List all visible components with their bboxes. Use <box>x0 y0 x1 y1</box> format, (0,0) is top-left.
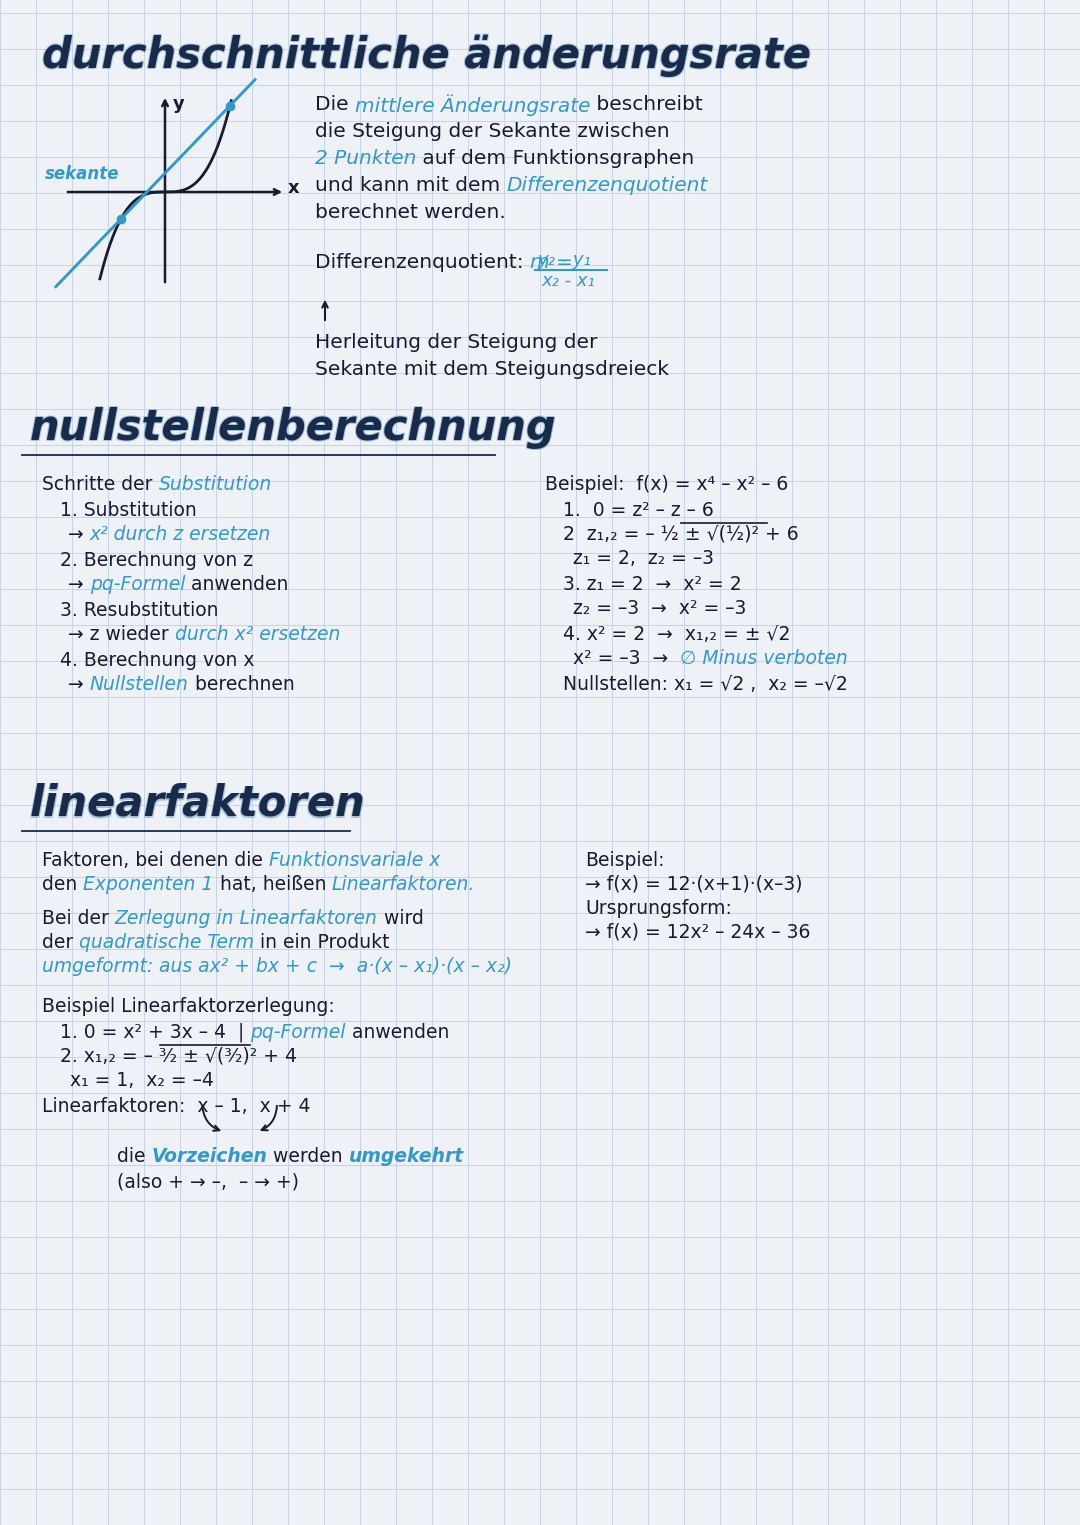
Text: →: → <box>68 575 90 595</box>
Text: Differenzenquotient: Differenzenquotient <box>507 175 707 195</box>
Text: Herleitung der Steigung der: Herleitung der Steigung der <box>315 332 597 352</box>
Text: m =: m = <box>530 253 579 271</box>
Text: x: x <box>288 178 299 197</box>
Text: Vorzeichen: Vorzeichen <box>151 1147 268 1167</box>
Text: Substitution: Substitution <box>159 474 272 494</box>
Text: linearfaktoren: linearfaktoren <box>29 784 365 827</box>
Text: → f(x) = 12·(x+1)·(x–3): → f(x) = 12·(x+1)·(x–3) <box>585 875 802 894</box>
Text: → f(x) = 12x² – 24x – 36: → f(x) = 12x² – 24x – 36 <box>585 923 810 942</box>
Text: Zerlegung in Linearfaktoren: Zerlegung in Linearfaktoren <box>114 909 378 929</box>
Text: sekante: sekante <box>45 165 120 183</box>
Text: Nullstellen: Nullstellen <box>90 676 189 694</box>
Text: Beispiel:  f(x) = x⁴ – x² – 6: Beispiel: f(x) = x⁴ – x² – 6 <box>545 474 788 494</box>
Text: werden: werden <box>268 1147 349 1167</box>
Text: 2. x₁,₂ = – ³⁄₂ ± √(³⁄₂)² + 4: 2. x₁,₂ = – ³⁄₂ ± √(³⁄₂)² + 4 <box>60 1048 297 1066</box>
Text: durchschnittliche änderungsrate: durchschnittliche änderungsrate <box>43 34 812 76</box>
Text: Beispiel Linearfaktorzerlegung:: Beispiel Linearfaktorzerlegung: <box>42 997 335 1016</box>
Text: 3. z₁ = 2  →  x² = 2: 3. z₁ = 2 → x² = 2 <box>563 575 742 595</box>
Text: linearfaktoren: linearfaktoren <box>29 782 365 824</box>
Text: y₂ - y₁: y₂ - y₁ <box>537 252 591 268</box>
Text: x₁ = 1,  x₂ = –4: x₁ = 1, x₂ = –4 <box>70 1071 214 1090</box>
Text: nullstellenberechnung: nullstellenberechnung <box>29 406 555 448</box>
Text: 3. Resubstitution: 3. Resubstitution <box>60 601 218 621</box>
Text: x₂ - x₁: x₂ - x₁ <box>541 271 595 290</box>
Text: Funktionsvariale x: Funktionsvariale x <box>269 851 441 869</box>
Text: der: der <box>42 933 79 952</box>
Text: auf dem Funktionsgraphen: auf dem Funktionsgraphen <box>417 149 694 168</box>
Text: 1.  0 = z² – z – 6: 1. 0 = z² – z – 6 <box>563 502 714 520</box>
Text: wird: wird <box>378 909 423 929</box>
Text: nullstellenberechnung: nullstellenberechnung <box>31 409 557 450</box>
Text: anwenden: anwenden <box>346 1023 449 1042</box>
Text: Linearfaktoren:  x – 1,  x + 4: Linearfaktoren: x – 1, x + 4 <box>42 1096 311 1116</box>
Text: →: → <box>68 525 90 544</box>
Text: Ursprungsform:: Ursprungsform: <box>585 900 732 918</box>
Text: berechnen: berechnen <box>189 676 295 694</box>
Text: Linearfaktoren.: Linearfaktoren. <box>332 875 475 894</box>
Text: umgeformt:: umgeformt: <box>42 958 160 976</box>
Text: beschreibt: beschreibt <box>591 95 703 114</box>
Text: 4. x² = 2  →  x₁,₂ = ± √2: 4. x² = 2 → x₁,₂ = ± √2 <box>563 625 791 644</box>
Text: Nullstellen: x₁ = √2 ,  x₂ = –√2: Nullstellen: x₁ = √2 , x₂ = –√2 <box>563 676 848 694</box>
Text: 4. Berechnung von x: 4. Berechnung von x <box>60 651 255 669</box>
Text: durchschnittliche änderungsrate: durchschnittliche änderungsrate <box>42 35 811 78</box>
Text: pq-Formel: pq-Formel <box>251 1023 346 1042</box>
Text: nullstellenberechnung: nullstellenberechnung <box>31 406 557 448</box>
Text: nullstellenberechnung: nullstellenberechnung <box>29 409 555 450</box>
Text: pq-Formel: pq-Formel <box>90 575 186 595</box>
Text: 1. 0 = x² + 3x – 4  |: 1. 0 = x² + 3x – 4 | <box>60 1023 251 1043</box>
Text: nullstellenberechnung: nullstellenberechnung <box>30 407 556 448</box>
Text: die Steigung der Sekante zwischen: die Steigung der Sekante zwischen <box>315 122 670 140</box>
Text: 2 Punkten: 2 Punkten <box>315 149 417 168</box>
Text: 1. Substitution: 1. Substitution <box>60 502 197 520</box>
Text: in ein Produkt: in ein Produkt <box>254 933 390 952</box>
Text: x² = –3  →: x² = –3 → <box>573 650 680 668</box>
Text: die: die <box>117 1147 151 1167</box>
Text: durchschnittliche änderungsrate: durchschnittliche änderungsrate <box>41 34 810 76</box>
Text: Exponenten 1: Exponenten 1 <box>83 875 214 894</box>
Text: quadratische Term: quadratische Term <box>79 933 254 952</box>
Text: Sekante mit dem Steigungsdreieck: Sekante mit dem Steigungsdreieck <box>315 360 669 380</box>
Text: ∅ Minus verboten: ∅ Minus verboten <box>680 650 848 668</box>
Text: linearfaktoren: linearfaktoren <box>31 784 367 827</box>
Text: den: den <box>42 875 83 894</box>
Text: (also + → –,  – → +): (also + → –, – → +) <box>117 1173 299 1193</box>
Text: Faktoren, bei denen die: Faktoren, bei denen die <box>42 851 269 869</box>
Text: x² durch z ersetzen: x² durch z ersetzen <box>90 525 271 544</box>
Text: umgekehrt: umgekehrt <box>349 1147 464 1167</box>
Text: Differenzenquotient:: Differenzenquotient: <box>315 253 530 271</box>
Text: berechnet werden.: berechnet werden. <box>315 203 505 223</box>
Text: →: → <box>68 676 90 694</box>
Text: 2  z₁,₂ = – ½ ± √(½)² + 6: 2 z₁,₂ = – ½ ± √(½)² + 6 <box>563 525 798 544</box>
Text: hat, heißen: hat, heißen <box>214 875 332 894</box>
Text: durch x² ersetzen: durch x² ersetzen <box>175 625 340 644</box>
Text: z₁ = 2,  z₂ = –3: z₁ = 2, z₂ = –3 <box>573 549 714 567</box>
Text: mittlere Änderungsrate: mittlere Änderungsrate <box>355 95 591 116</box>
Text: Beispiel:: Beispiel: <box>585 851 664 869</box>
Text: anwenden: anwenden <box>186 575 288 595</box>
Text: Schritte der: Schritte der <box>42 474 159 494</box>
Text: 2. Berechnung von z: 2. Berechnung von z <box>60 551 253 570</box>
Text: linearfaktoren: linearfaktoren <box>30 782 366 825</box>
Text: → z wieder: → z wieder <box>68 625 175 644</box>
Text: y: y <box>173 95 185 113</box>
Text: durchschnittliche änderungsrate: durchschnittliche änderungsrate <box>43 37 812 78</box>
Text: aus ax² + bx + c  →  a·(x – x₁)·(x – x₂): aus ax² + bx + c → a·(x – x₁)·(x – x₂) <box>160 958 512 976</box>
Text: durchschnittliche änderungsrate: durchschnittliche änderungsrate <box>41 37 810 78</box>
Text: z₂ = –3  →  x² = –3: z₂ = –3 → x² = –3 <box>573 599 746 618</box>
Text: Bei der: Bei der <box>42 909 114 929</box>
Text: Die: Die <box>315 95 355 114</box>
Text: linearfaktoren: linearfaktoren <box>31 782 367 824</box>
Text: und kann mit dem: und kann mit dem <box>315 175 507 195</box>
